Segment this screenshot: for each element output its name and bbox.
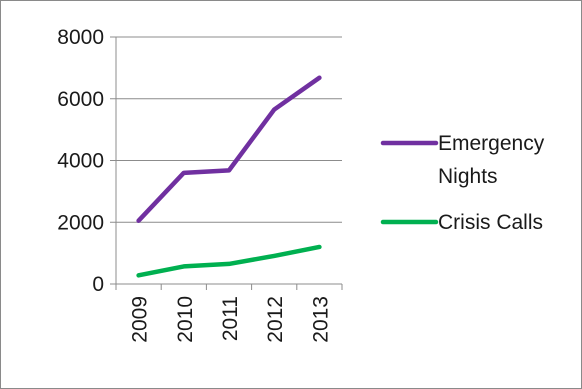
legend-label: Nights: [438, 165, 498, 188]
x-tick-label: 2010: [174, 296, 197, 343]
data-point: [183, 265, 185, 267]
data-point: [273, 109, 275, 111]
data-point: [138, 274, 140, 276]
x-tick-label: 2013: [309, 296, 332, 343]
series-lines: [136, 75, 322, 278]
data-point: [318, 77, 320, 79]
y-tick-label: 8000: [57, 26, 104, 49]
data-point: [228, 263, 230, 265]
x-tick-label: 2009: [129, 296, 152, 343]
data-point: [318, 246, 320, 248]
grid: [116, 36, 342, 223]
data-point: [273, 255, 275, 257]
series-line: [136, 244, 322, 278]
x-tick-label: 2011: [219, 296, 242, 341]
data-point: [228, 169, 230, 171]
legend: Emergency Nights Crisis Calls: [380, 132, 545, 234]
data-point: [183, 172, 185, 174]
legend-label: Crisis Calls: [438, 211, 543, 234]
data-point: [138, 220, 140, 222]
y-tick-label: 0: [92, 273, 104, 296]
legend-label: Emergency: [438, 132, 545, 155]
x-tick-label: 2012: [264, 296, 287, 343]
y-tick-label: 6000: [57, 88, 104, 111]
x-axis-ticks: 2009 2010 2011 2012 2013: [115, 284, 343, 343]
y-tick-label: 4000: [57, 150, 104, 173]
y-axis-ticks: 0 2000 4000 6000 8000: [57, 26, 116, 296]
y-tick-label: 2000: [57, 211, 104, 234]
